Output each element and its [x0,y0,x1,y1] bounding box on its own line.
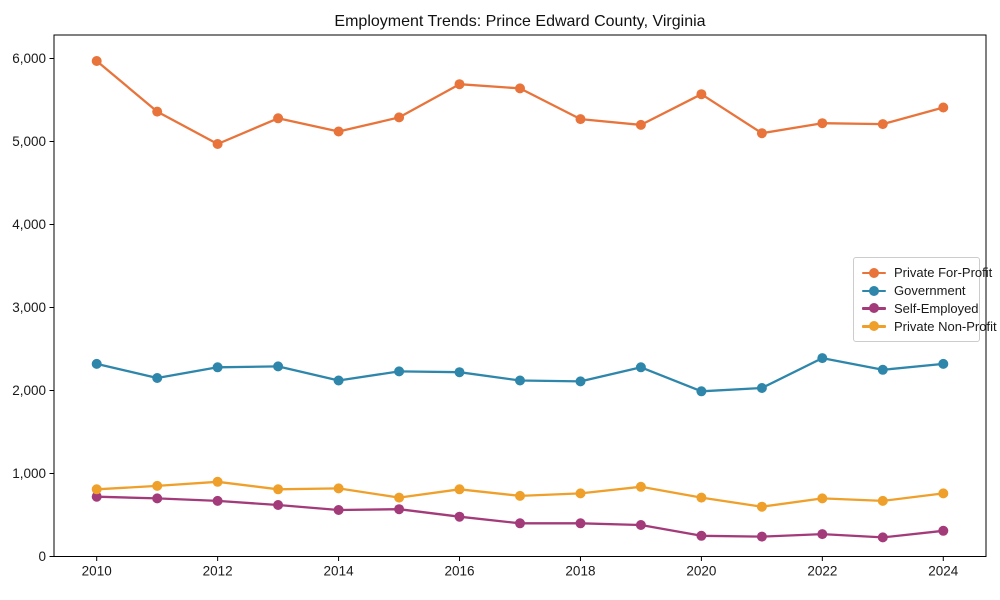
data-point [394,366,405,377]
data-point [877,119,888,130]
data-point [273,500,284,510]
x-tick-label: 2022 [807,564,837,579]
data-point [817,493,828,504]
y-tick-label: 1,000 [12,466,46,481]
data-point [938,102,949,113]
x-tick-label: 2010 [82,564,112,579]
data-point [635,119,646,130]
legend-item-private-non-profit: Private Non-Profit [862,317,997,335]
data-point [635,481,646,492]
data-point [152,373,163,383]
data-point [212,362,223,373]
data-point [575,518,586,529]
series-line-private-for-profit [95,59,945,146]
y-tick-label: 4,000 [12,217,46,232]
x-tick-label: 2012 [203,564,233,579]
x-tick-label: 2016 [444,564,474,579]
data-point [515,83,525,94]
x-tick-label: 2014 [324,564,355,579]
data-point [91,56,102,66]
series-line-government [95,356,945,393]
data-point [877,495,888,506]
data-point [152,493,163,504]
data-point [454,511,465,522]
data-point [756,383,767,393]
legend-label: Private Non-Profit [894,318,997,334]
legend-item-private-for-profit: Private For-Profit [862,264,992,282]
data-point [333,375,344,386]
data-point [938,358,949,369]
data-point [91,358,102,369]
data-point [696,89,707,100]
legend-item-self-employed: Self-Employed [862,300,979,318]
data-point [817,118,828,129]
data-point [575,488,586,499]
legend-label: Self-Employed [894,300,979,316]
data-point [333,505,344,515]
data-point [756,501,767,512]
data-point [696,530,707,541]
legend-marker-icon [862,285,886,296]
data-point [515,375,525,386]
data-point [938,525,949,536]
data-point [575,376,586,387]
data-point [515,518,525,529]
data-point [515,490,525,501]
data-point [817,529,828,540]
data-point [454,367,465,378]
legend-marker-icon [862,303,886,314]
x-tick-label: 2018 [565,564,595,579]
data-point [212,495,223,506]
data-point [756,128,767,139]
data-point [756,531,767,542]
data-point [333,126,344,137]
data-point [333,483,344,494]
data-point [212,139,223,149]
legend-label: Government [894,283,966,299]
y-tick-label: 0 [38,549,46,564]
data-point [575,114,586,125]
data-point [394,504,405,515]
data-point [212,476,223,487]
data-point [635,362,646,373]
y-tick-label: 6,000 [12,51,46,66]
data-point [454,79,465,90]
data-point [273,484,284,495]
legend-marker-icon [862,267,886,278]
x-tick-label: 2024 [928,564,959,579]
data-point [273,361,284,372]
data-point [696,386,707,397]
data-point [91,484,102,495]
legend-item-government: Government [862,282,971,300]
data-point [817,353,828,364]
legend-marker-icon [862,321,886,332]
y-tick-label: 5,000 [12,134,46,149]
data-point [394,492,405,503]
x-tick-label: 2020 [686,564,716,579]
data-point [877,532,888,543]
y-tick-label: 3,000 [12,300,46,315]
legend: Private For-Profit Government Self-Emplo… [853,257,997,342]
data-point [152,480,163,491]
chart-title: Employment Trends: Prince Edward County,… [334,13,706,30]
data-point [454,484,465,495]
data-point [877,364,888,375]
y-tick-label: 2,000 [12,383,46,398]
data-point [91,491,102,502]
data-point [152,106,163,117]
plot-frame [53,34,987,557]
data-point [635,520,646,530]
data-point [938,488,949,499]
data-point [273,113,284,124]
series-line-self-employed [95,495,945,539]
data-point [696,492,707,503]
data-point [394,112,405,123]
legend-label: Private For-Profit [894,265,993,281]
